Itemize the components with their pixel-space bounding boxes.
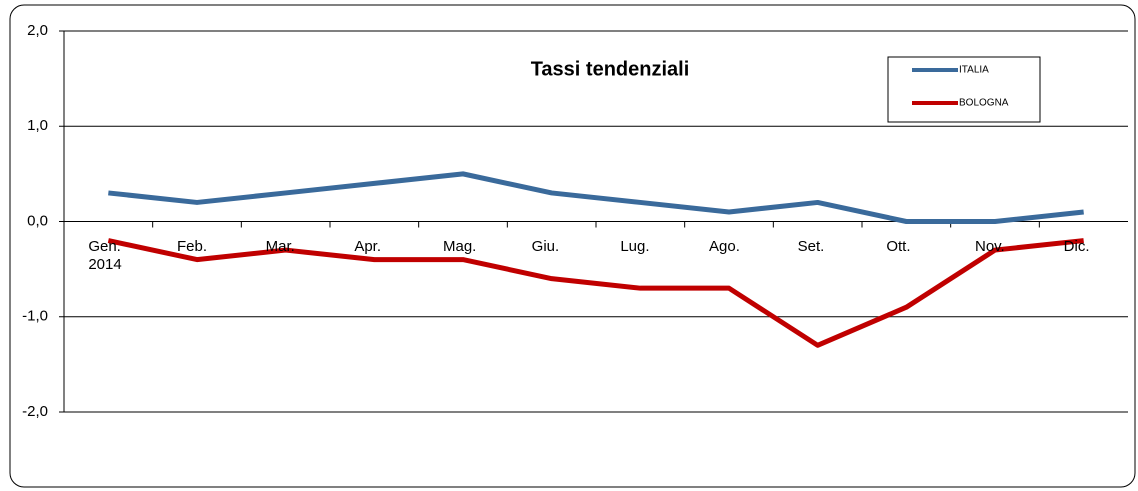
- x-tick-label: Apr.: [354, 237, 382, 255]
- legend-label: ITALIA: [959, 65, 989, 76]
- x-tick-label: Gen. 2014: [88, 237, 122, 273]
- y-tick-label: 1,0: [27, 117, 48, 134]
- legend-label: BOLOGNA: [959, 98, 1009, 109]
- chart-border: [9, 4, 1136, 488]
- x-tick-label: Giu.: [531, 237, 560, 255]
- x-tick-label: Mar.: [265, 237, 295, 255]
- y-tick-label: 2,0: [27, 22, 48, 39]
- x-tick-label: Dic.: [1063, 237, 1090, 255]
- y-tick-label: -1,0: [22, 308, 48, 325]
- x-tick-label: Mag.: [443, 237, 477, 255]
- line-series: [107, 238, 1084, 348]
- x-tick-label: Feb.: [177, 237, 208, 255]
- x-tick-label: Nov.: [975, 237, 1005, 255]
- x-tick-label: Ago.: [709, 237, 740, 255]
- x-tick-label: Lug.: [620, 237, 650, 255]
- x-tick-label: Set.: [797, 237, 825, 255]
- y-tick-label: -2,0: [22, 403, 48, 420]
- y-tick-label: 0,0: [27, 212, 48, 229]
- chart-title: Tassi tendenziali: [531, 58, 690, 80]
- x-tick-label: Ott.: [886, 237, 911, 255]
- legend-box: [887, 56, 1041, 123]
- line-series: [108, 171, 1084, 224]
